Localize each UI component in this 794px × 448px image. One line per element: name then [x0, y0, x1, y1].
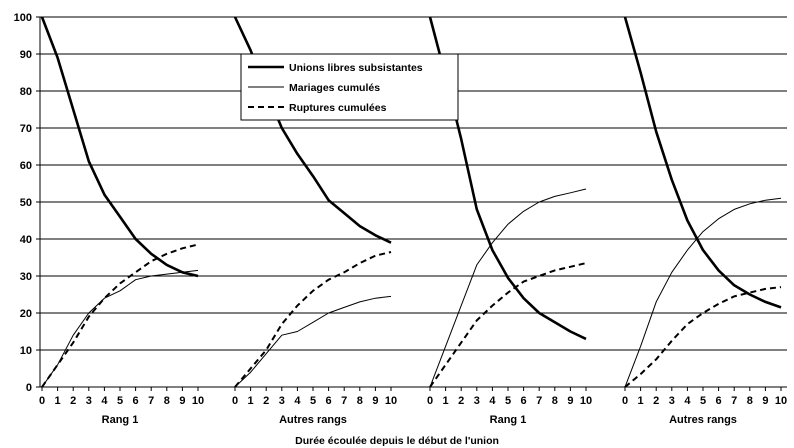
- x-tick-label: 1: [248, 395, 254, 407]
- y-tick-label: 60: [20, 160, 32, 172]
- y-tick-labels: 0 10 20 30 40 50 60 70 80 90 100: [14, 12, 32, 394]
- y-tick-label: 40: [20, 234, 32, 246]
- x-tick-label: 4: [294, 395, 301, 407]
- x-tick-label: 10: [775, 395, 787, 407]
- x-tick-label: 2: [653, 395, 659, 407]
- y-tick-label: 90: [20, 49, 32, 61]
- x-tick-labels: 0 1 2 3 4 5 6 7 8 9 10 0 1 2 3 4 5 6 7 8 9 10 0 1 2 3 4 5 6 7 8 9 10 0 1 2 3…: [39, 395, 787, 407]
- x-tick-label: 5: [310, 395, 316, 407]
- panel-4: [623, 16, 782, 388]
- series-line-unions-libres-subsistantes: [233, 16, 392, 244]
- x-tick-label: 0: [622, 395, 628, 407]
- y-tick-label: 10: [20, 345, 32, 357]
- x-tick-label: 8: [552, 395, 558, 407]
- axes: [36, 16, 787, 391]
- panel-label: Autres rangs: [669, 414, 737, 426]
- legend: Unions libres subsistantes Mariages cumul…: [240, 53, 459, 121]
- x-tick-label: 1: [638, 395, 644, 407]
- x-tick-label: 3: [669, 395, 675, 407]
- y-tick-label: 80: [20, 86, 32, 98]
- x-tick-label: 5: [505, 395, 511, 407]
- x-tick-label: 4: [489, 395, 496, 407]
- x-tick-label: 10: [385, 395, 397, 407]
- x-tick-label: 2: [70, 395, 76, 407]
- y-tick-label: 70: [20, 123, 32, 135]
- series-line-ruptures-cumul-es: [41, 243, 199, 388]
- x-tick-label: 5: [700, 395, 706, 407]
- legend-label: Unions libres subsistantes: [289, 62, 423, 74]
- panel-1: [40, 16, 199, 388]
- x-tick-label: 8: [164, 395, 170, 407]
- x-tick-label: 5: [117, 395, 123, 407]
- x-tick-label: 1: [55, 395, 61, 407]
- series-line-mariages-cumul-s: [234, 295, 392, 388]
- x-tick-label: 7: [731, 395, 737, 407]
- x-tick-label: 7: [148, 395, 154, 407]
- x-tick-label: 1: [443, 395, 449, 407]
- x-tick-label: 3: [474, 395, 480, 407]
- series-line-mariages-cumul-s: [624, 197, 782, 388]
- panel-label: Autres rangs: [279, 414, 347, 426]
- y-tick-label: 0: [26, 382, 32, 394]
- x-tick-label: 0: [39, 395, 45, 407]
- x-tick-label: 3: [86, 395, 92, 407]
- panel-label: Rang 1: [490, 414, 527, 426]
- x-tick-label: 9: [567, 395, 573, 407]
- x-tick-label: 10: [580, 395, 592, 407]
- x-tick-label: 9: [372, 395, 378, 407]
- x-tick-label: 10: [192, 395, 204, 407]
- x-tick-label: 6: [326, 395, 332, 407]
- legend-label: Ruptures cumulées: [289, 102, 387, 114]
- x-tick-label: 8: [747, 395, 753, 407]
- x-tick-label: 6: [716, 395, 722, 407]
- series-line-mariages-cumul-s: [41, 269, 199, 388]
- x-tick-label: 4: [101, 395, 108, 407]
- x-tick-label: 2: [263, 395, 269, 407]
- x-tick-label: 7: [536, 395, 542, 407]
- x-tick-label: 6: [133, 395, 139, 407]
- series-line-unions-libres-subsistantes: [40, 16, 199, 278]
- x-axis-label: Durée écoulée depuis le début de l'union: [295, 435, 499, 447]
- panel-label: Rang 1: [102, 414, 139, 426]
- x-tick-label: 9: [179, 395, 185, 407]
- y-tick-label: 30: [20, 271, 32, 283]
- panel-labels: Rang 1 Autres rangs Rang 1 Autres rangs: [102, 414, 737, 426]
- series-line-unions-libres-subsistantes: [623, 16, 782, 309]
- x-tick-label: 3: [279, 395, 285, 407]
- legend-label: Mariages cumulés: [289, 82, 380, 94]
- series-line-ruptures-cumul-es: [234, 251, 392, 388]
- x-tick-label: 0: [232, 395, 238, 407]
- x-tick-label: 8: [357, 395, 363, 407]
- series-line-ruptures-cumul-es: [624, 286, 782, 388]
- y-tick-label: 50: [20, 197, 32, 209]
- x-tick-label: 4: [684, 395, 691, 407]
- x-tick-label: 6: [521, 395, 527, 407]
- y-tick-label: 20: [20, 308, 32, 320]
- x-tick-label: 2: [458, 395, 464, 407]
- series-line-ruptures-cumul-es: [429, 262, 587, 388]
- series-line-mariages-cumul-s: [429, 188, 587, 388]
- y-tick-label: 100: [14, 12, 32, 24]
- x-tick-label: 7: [341, 395, 347, 407]
- x-tick-label: 9: [762, 395, 768, 407]
- x-tick-label: 0: [427, 395, 433, 407]
